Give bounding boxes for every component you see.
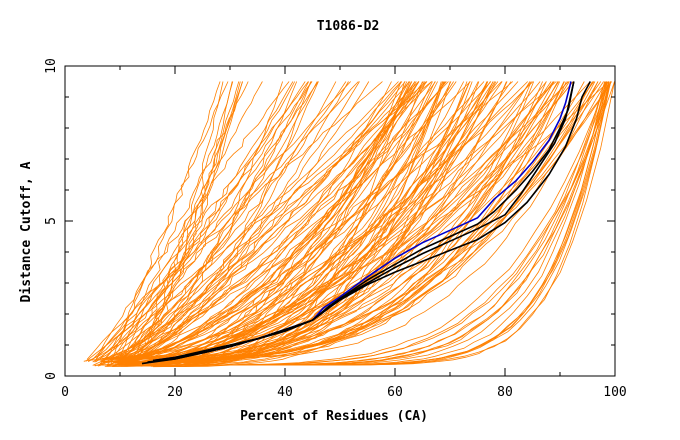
bundle-curve — [168, 81, 494, 361]
highlighted-series — [141, 81, 592, 365]
x-tick-label: 60 — [387, 385, 403, 400]
bundle-curve — [177, 81, 443, 367]
bundle-curve — [118, 81, 445, 366]
bundle-curve — [168, 81, 445, 364]
bundle-curve — [119, 81, 319, 365]
bundle-curve — [106, 81, 612, 360]
bundle-curve — [117, 81, 249, 363]
bundle-curve — [92, 81, 399, 363]
bundle-curve — [105, 81, 360, 366]
bundle-curve — [184, 81, 410, 362]
bundle-curve — [102, 81, 608, 366]
bundle-curve — [99, 81, 557, 364]
bundle-curve — [106, 81, 569, 358]
bundle-curve — [167, 81, 547, 361]
bundle-curve — [102, 81, 492, 360]
bundle-curve — [109, 81, 514, 360]
bundle-curve — [117, 81, 420, 361]
bundle-curve — [130, 81, 488, 359]
bundle-curve — [117, 81, 234, 359]
bundle-curve — [95, 81, 306, 363]
x-tick-label: 80 — [497, 385, 513, 400]
bundle-curve — [133, 81, 370, 359]
bundle-curve — [106, 81, 446, 367]
bundle-curve — [115, 81, 298, 366]
bundle-curve — [153, 81, 535, 368]
bundle-curve — [130, 81, 312, 362]
bundle-curve — [118, 81, 312, 359]
x-tick-label: 100 — [603, 385, 626, 400]
series-line-4 — [141, 81, 592, 365]
orange-curve-bundle — [83, 81, 615, 368]
bundle-curve — [129, 81, 403, 365]
bundle-curve — [85, 81, 432, 362]
bundle-curve — [107, 81, 499, 359]
y-tick-label: 10 — [44, 58, 59, 74]
bundle-curve — [131, 81, 240, 366]
bundle-curve — [110, 81, 229, 366]
bundle-curve — [86, 81, 383, 360]
x-tick-label: 20 — [167, 385, 183, 400]
bundle-curve — [144, 81, 532, 366]
y-tick-label: 5 — [44, 217, 59, 225]
bundle-curve — [137, 81, 436, 361]
bundle-curve — [114, 81, 465, 358]
chart-title: T1086-D2 — [317, 19, 380, 34]
bundle-curve — [112, 81, 243, 367]
bundle-curve — [132, 81, 410, 360]
bundle-curve — [91, 81, 351, 361]
bundle-curve — [109, 81, 569, 366]
bundle-curve — [149, 81, 479, 362]
bundle-curve — [110, 81, 593, 362]
bundle-curve — [94, 81, 290, 363]
series-line-3 — [152, 81, 575, 362]
bundle-curve — [185, 81, 473, 364]
bundle-curve — [123, 81, 310, 363]
y-axis-title: Distance Cutoff, A — [19, 161, 34, 302]
bundle-curve — [88, 81, 424, 361]
y-tick-label: 0 — [44, 372, 59, 380]
bundle-curve — [125, 81, 449, 359]
bundle-curve — [128, 81, 392, 359]
x-tick-label: 40 — [277, 385, 293, 400]
x-axis-title: Percent of Residues (CA) — [240, 409, 428, 424]
axis-ticks: 0 20 40 60 80 100 0 5 10 — [44, 58, 627, 400]
bundle-curve — [124, 81, 224, 366]
bundle-curve — [136, 81, 447, 362]
bundle-curve — [141, 81, 433, 362]
x-tick-label: 0 — [61, 385, 69, 400]
